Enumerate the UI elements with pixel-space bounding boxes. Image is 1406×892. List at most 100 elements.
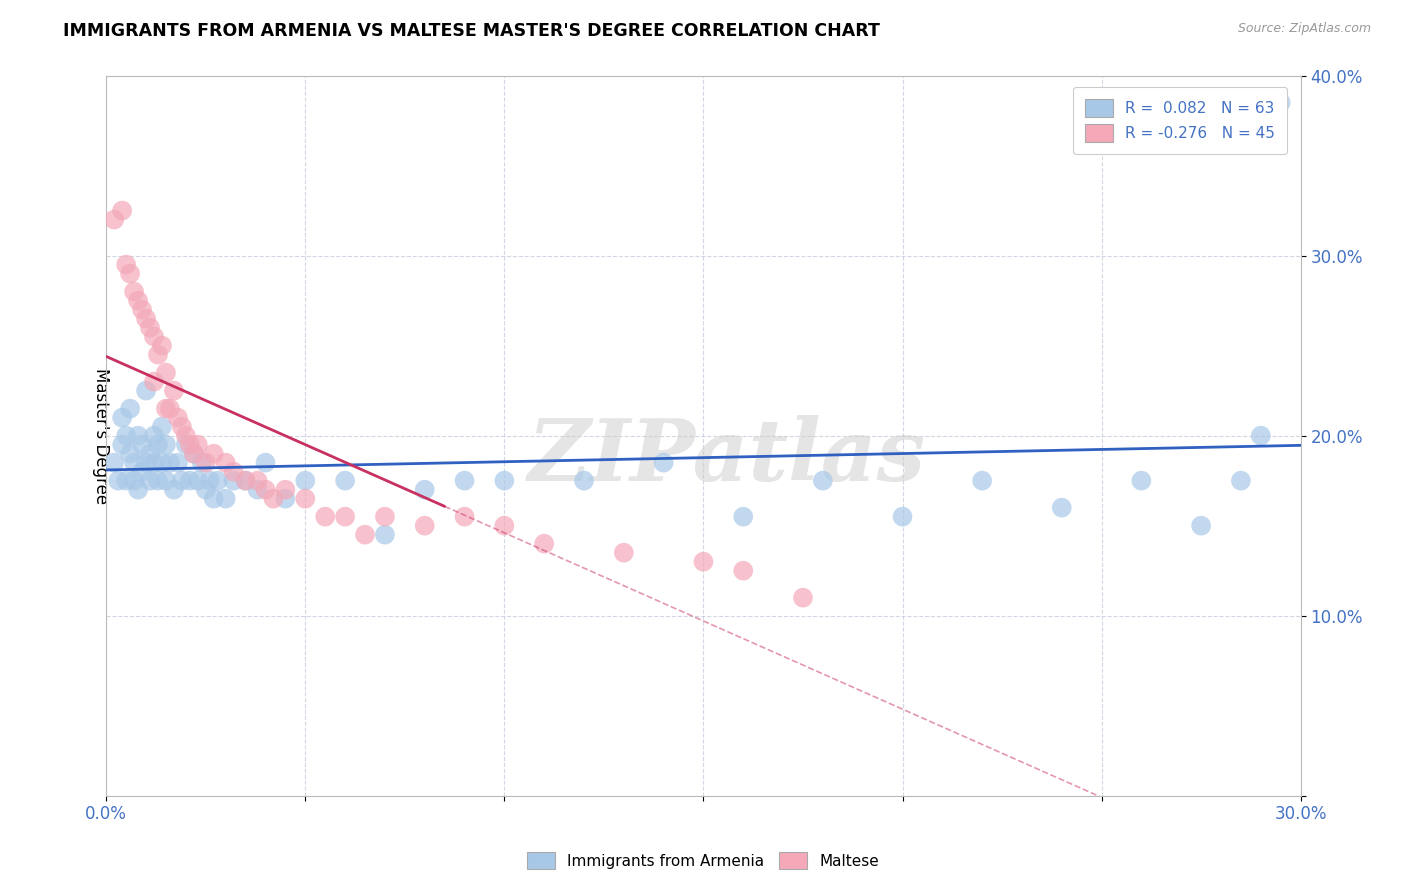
- Point: [155, 437, 177, 451]
- Point: [354, 527, 377, 541]
- Point: [572, 474, 595, 488]
- Point: [187, 474, 209, 488]
- Point: [170, 419, 193, 434]
- Point: [215, 491, 238, 506]
- Point: [494, 518, 516, 533]
- Point: [167, 456, 190, 470]
- Point: [111, 203, 134, 218]
- Point: [115, 428, 138, 442]
- Point: [262, 491, 284, 506]
- Point: [1050, 500, 1073, 515]
- Point: [183, 447, 205, 461]
- Point: [163, 384, 186, 398]
- Point: [131, 437, 153, 451]
- Point: [150, 456, 173, 470]
- Point: [127, 483, 149, 497]
- Point: [131, 302, 153, 317]
- Point: [135, 384, 157, 398]
- Point: [453, 509, 475, 524]
- Point: [155, 366, 177, 380]
- Point: [170, 474, 193, 488]
- Point: [115, 474, 138, 488]
- Point: [202, 491, 225, 506]
- Point: [155, 401, 177, 416]
- Point: [187, 437, 209, 451]
- Point: [143, 375, 166, 389]
- Point: [174, 437, 197, 451]
- Point: [167, 410, 190, 425]
- Point: [194, 456, 217, 470]
- Point: [191, 456, 214, 470]
- Point: [139, 320, 162, 334]
- Point: [127, 428, 149, 442]
- Point: [891, 509, 914, 524]
- Point: [413, 483, 436, 497]
- Point: [274, 483, 297, 497]
- Point: [127, 293, 149, 308]
- Point: [202, 447, 225, 461]
- Point: [533, 537, 555, 551]
- Point: [207, 474, 229, 488]
- Point: [1130, 474, 1153, 488]
- Point: [122, 285, 145, 299]
- Point: [135, 456, 157, 470]
- Point: [972, 474, 994, 488]
- Point: [135, 311, 157, 326]
- Point: [194, 483, 217, 497]
- Point: [103, 212, 125, 227]
- Point: [103, 456, 125, 470]
- Point: [453, 474, 475, 488]
- Point: [146, 348, 169, 362]
- Point: [159, 456, 181, 470]
- Point: [792, 591, 814, 605]
- Point: [179, 437, 201, 451]
- Point: [111, 410, 134, 425]
- Point: [254, 483, 277, 497]
- Point: [215, 456, 238, 470]
- Point: [235, 474, 257, 488]
- Point: [143, 456, 166, 470]
- Text: Source: ZipAtlas.com: Source: ZipAtlas.com: [1237, 22, 1371, 36]
- Point: [107, 474, 129, 488]
- Point: [274, 491, 297, 506]
- Point: [179, 474, 201, 488]
- Point: [1189, 518, 1212, 533]
- Point: [139, 447, 162, 461]
- Point: [150, 338, 173, 352]
- Point: [150, 419, 173, 434]
- Point: [692, 555, 714, 569]
- Point: [111, 437, 134, 451]
- Point: [246, 483, 269, 497]
- Point: [333, 474, 356, 488]
- Point: [246, 474, 269, 488]
- Point: [174, 428, 197, 442]
- Point: [120, 447, 142, 461]
- Point: [122, 474, 145, 488]
- Point: [163, 483, 186, 497]
- Point: [294, 474, 316, 488]
- Point: [1230, 474, 1253, 488]
- Point: [198, 474, 221, 488]
- Legend: R =  0.082   N = 63, R = -0.276   N = 45: R = 0.082 N = 63, R = -0.276 N = 45: [1073, 87, 1286, 154]
- Point: [314, 509, 336, 524]
- Point: [613, 546, 636, 560]
- Point: [120, 401, 142, 416]
- Point: [733, 564, 755, 578]
- Y-axis label: Master's Degree: Master's Degree: [93, 368, 110, 504]
- Text: ZIPatlas: ZIPatlas: [529, 416, 927, 499]
- Point: [235, 474, 257, 488]
- Point: [222, 465, 245, 479]
- Point: [652, 456, 675, 470]
- Point: [1250, 428, 1272, 442]
- Point: [122, 456, 145, 470]
- Point: [733, 509, 755, 524]
- Point: [494, 474, 516, 488]
- Point: [143, 329, 166, 343]
- Point: [159, 401, 181, 416]
- Point: [333, 509, 356, 524]
- Text: IMMIGRANTS FROM ARMENIA VS MALTESE MASTER'S DEGREE CORRELATION CHART: IMMIGRANTS FROM ARMENIA VS MALTESE MASTE…: [63, 22, 880, 40]
- Point: [374, 509, 396, 524]
- Point: [374, 527, 396, 541]
- Legend: Immigrants from Armenia, Maltese: Immigrants from Armenia, Maltese: [522, 846, 884, 875]
- Point: [254, 456, 277, 470]
